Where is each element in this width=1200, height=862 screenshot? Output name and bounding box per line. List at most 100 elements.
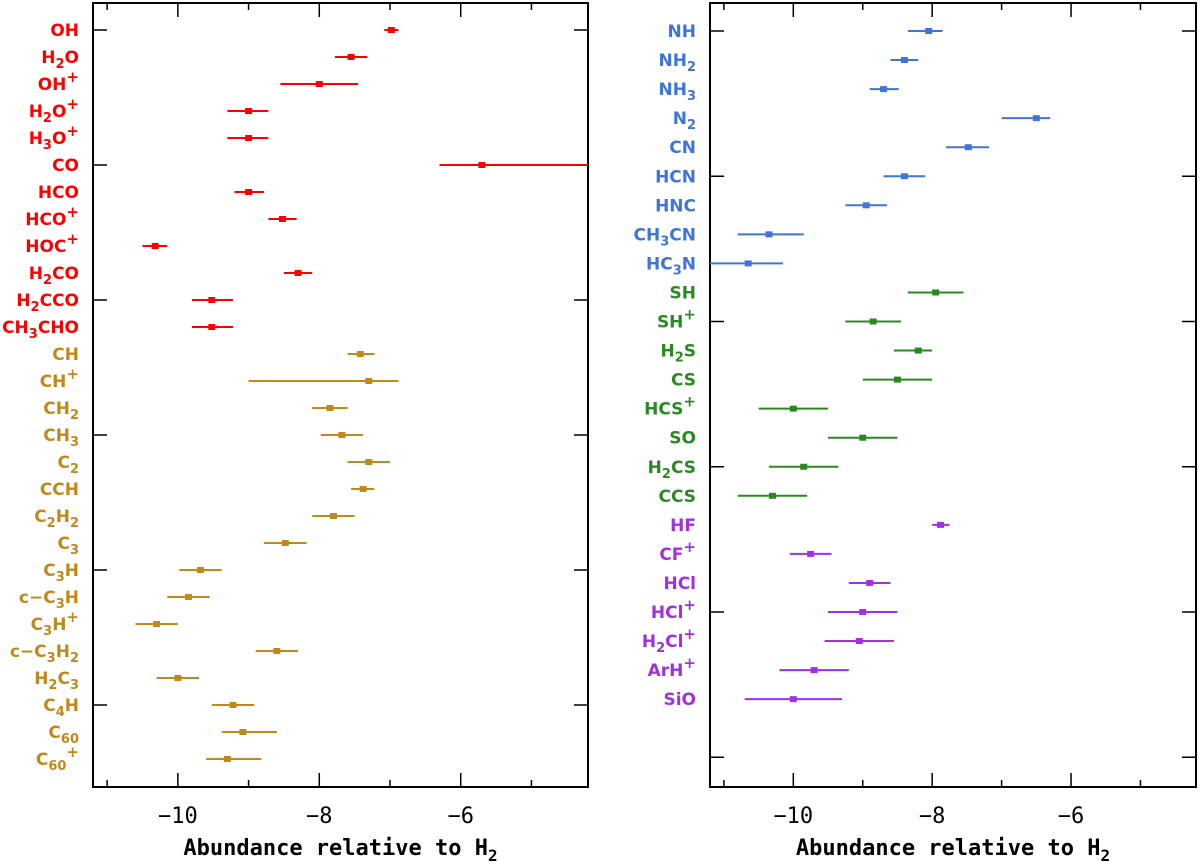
data-point-hco	[234, 189, 265, 195]
molecule-label: CH3CHO	[2, 318, 79, 342]
marker	[223, 756, 231, 762]
marker	[937, 521, 945, 528]
data-point-sio	[744, 696, 842, 703]
data-point-ch3cn	[737, 231, 804, 238]
molecule-label: HCl+	[651, 596, 696, 623]
marker	[365, 378, 373, 384]
marker	[807, 550, 815, 557]
molecule-label: NH3	[658, 80, 696, 104]
marker	[326, 405, 334, 411]
marker	[196, 567, 204, 573]
data-point-ch2	[312, 405, 348, 411]
molecule-label: HC3N	[646, 254, 696, 278]
molecule-label: CO	[52, 156, 79, 176]
molecule-label: CH+	[40, 365, 79, 392]
marker	[880, 86, 888, 93]
molecule-label: C4H	[43, 696, 79, 720]
marker	[184, 594, 192, 600]
data-point-h2s	[893, 347, 933, 354]
x-tick-label: −8	[919, 804, 946, 829]
plot-frame	[709, 2, 1197, 788]
data-point-n2	[1001, 115, 1051, 122]
data-point-hoc-	[142, 243, 168, 249]
data-point-so	[828, 434, 898, 441]
marker	[964, 144, 972, 151]
molecule-label: H3O+	[29, 122, 79, 153]
data-point-arh-	[779, 667, 849, 674]
molecule-label: OH+	[38, 68, 79, 95]
molecule-label: SH+	[657, 306, 696, 333]
molecule-label: CH3	[43, 426, 79, 450]
marker	[338, 432, 346, 438]
marker	[208, 297, 216, 303]
data-point-hcs-	[758, 405, 829, 412]
marker	[294, 270, 302, 276]
x-axis-title: Abundance relative to H2	[183, 836, 497, 862]
data-point-ch3	[320, 432, 364, 438]
molecule-label: N2	[673, 109, 696, 133]
marker	[356, 351, 364, 357]
molecule-label: H2C3	[34, 669, 79, 693]
marker	[359, 486, 367, 492]
data-point-hf	[932, 521, 950, 528]
molecule-label: HCO	[38, 183, 79, 203]
data-point-c2	[347, 459, 390, 465]
plot-frame	[92, 2, 589, 788]
marker	[914, 347, 922, 354]
molecule-label: HCO+	[25, 203, 79, 230]
molecule-label: CF+	[659, 538, 696, 565]
marker	[365, 459, 373, 465]
molecule-label: NH2	[658, 51, 696, 75]
molecule-label: CN	[669, 138, 696, 158]
molecule-label: C2	[57, 453, 79, 477]
molecule-label: CCS	[658, 487, 696, 507]
data-point-h2cl-	[824, 638, 894, 645]
molecule-label: H2O	[41, 48, 79, 72]
data-point-cs	[862, 376, 933, 383]
molecule-label: CH3CN	[634, 225, 696, 249]
data-point-c2h2	[312, 513, 355, 519]
marker	[174, 675, 182, 681]
data-point-h2c3	[156, 675, 200, 681]
data-point-c3	[264, 540, 307, 546]
molecule-label: CS	[671, 371, 696, 391]
data-point-c60	[221, 729, 277, 735]
x-tick-label: −8	[306, 804, 333, 829]
marker	[810, 667, 818, 674]
marker	[347, 54, 355, 60]
marker	[239, 729, 247, 735]
molecule-label: H2S	[660, 342, 696, 366]
x-tick-label: −6	[1058, 804, 1085, 829]
marker	[855, 638, 863, 645]
molecule-label: ArH+	[648, 654, 696, 681]
molecule-label: H2Cl+	[642, 625, 696, 656]
marker	[900, 57, 908, 64]
molecule-label: NH	[668, 22, 696, 42]
molecule-label: C3H	[43, 561, 79, 585]
molecule-label: C3	[57, 534, 79, 558]
data-point-hnc	[845, 202, 888, 209]
marker	[245, 189, 253, 195]
molecule-label: C2H2	[34, 507, 79, 531]
data-point-ccs	[737, 492, 808, 499]
marker	[862, 202, 870, 209]
marker	[800, 463, 808, 470]
molecule-label: HCN	[655, 167, 696, 187]
marker	[329, 513, 337, 519]
data-point-oh	[384, 27, 399, 33]
marker	[279, 216, 287, 222]
data-point-h2co	[283, 270, 313, 276]
data-point-c4h	[211, 702, 255, 708]
data-point-h3o-	[227, 135, 269, 141]
molecule-label: c−C3H2	[10, 642, 79, 666]
molecule-label: CCH	[40, 480, 79, 500]
x-tick-label: −10	[773, 804, 813, 829]
x-tick-label: −6	[447, 804, 474, 829]
data-point-nh3	[869, 86, 899, 93]
marker	[789, 405, 797, 412]
molecule-label: C60	[48, 723, 79, 747]
marker	[744, 260, 752, 267]
data-point-hc3n	[710, 260, 783, 267]
